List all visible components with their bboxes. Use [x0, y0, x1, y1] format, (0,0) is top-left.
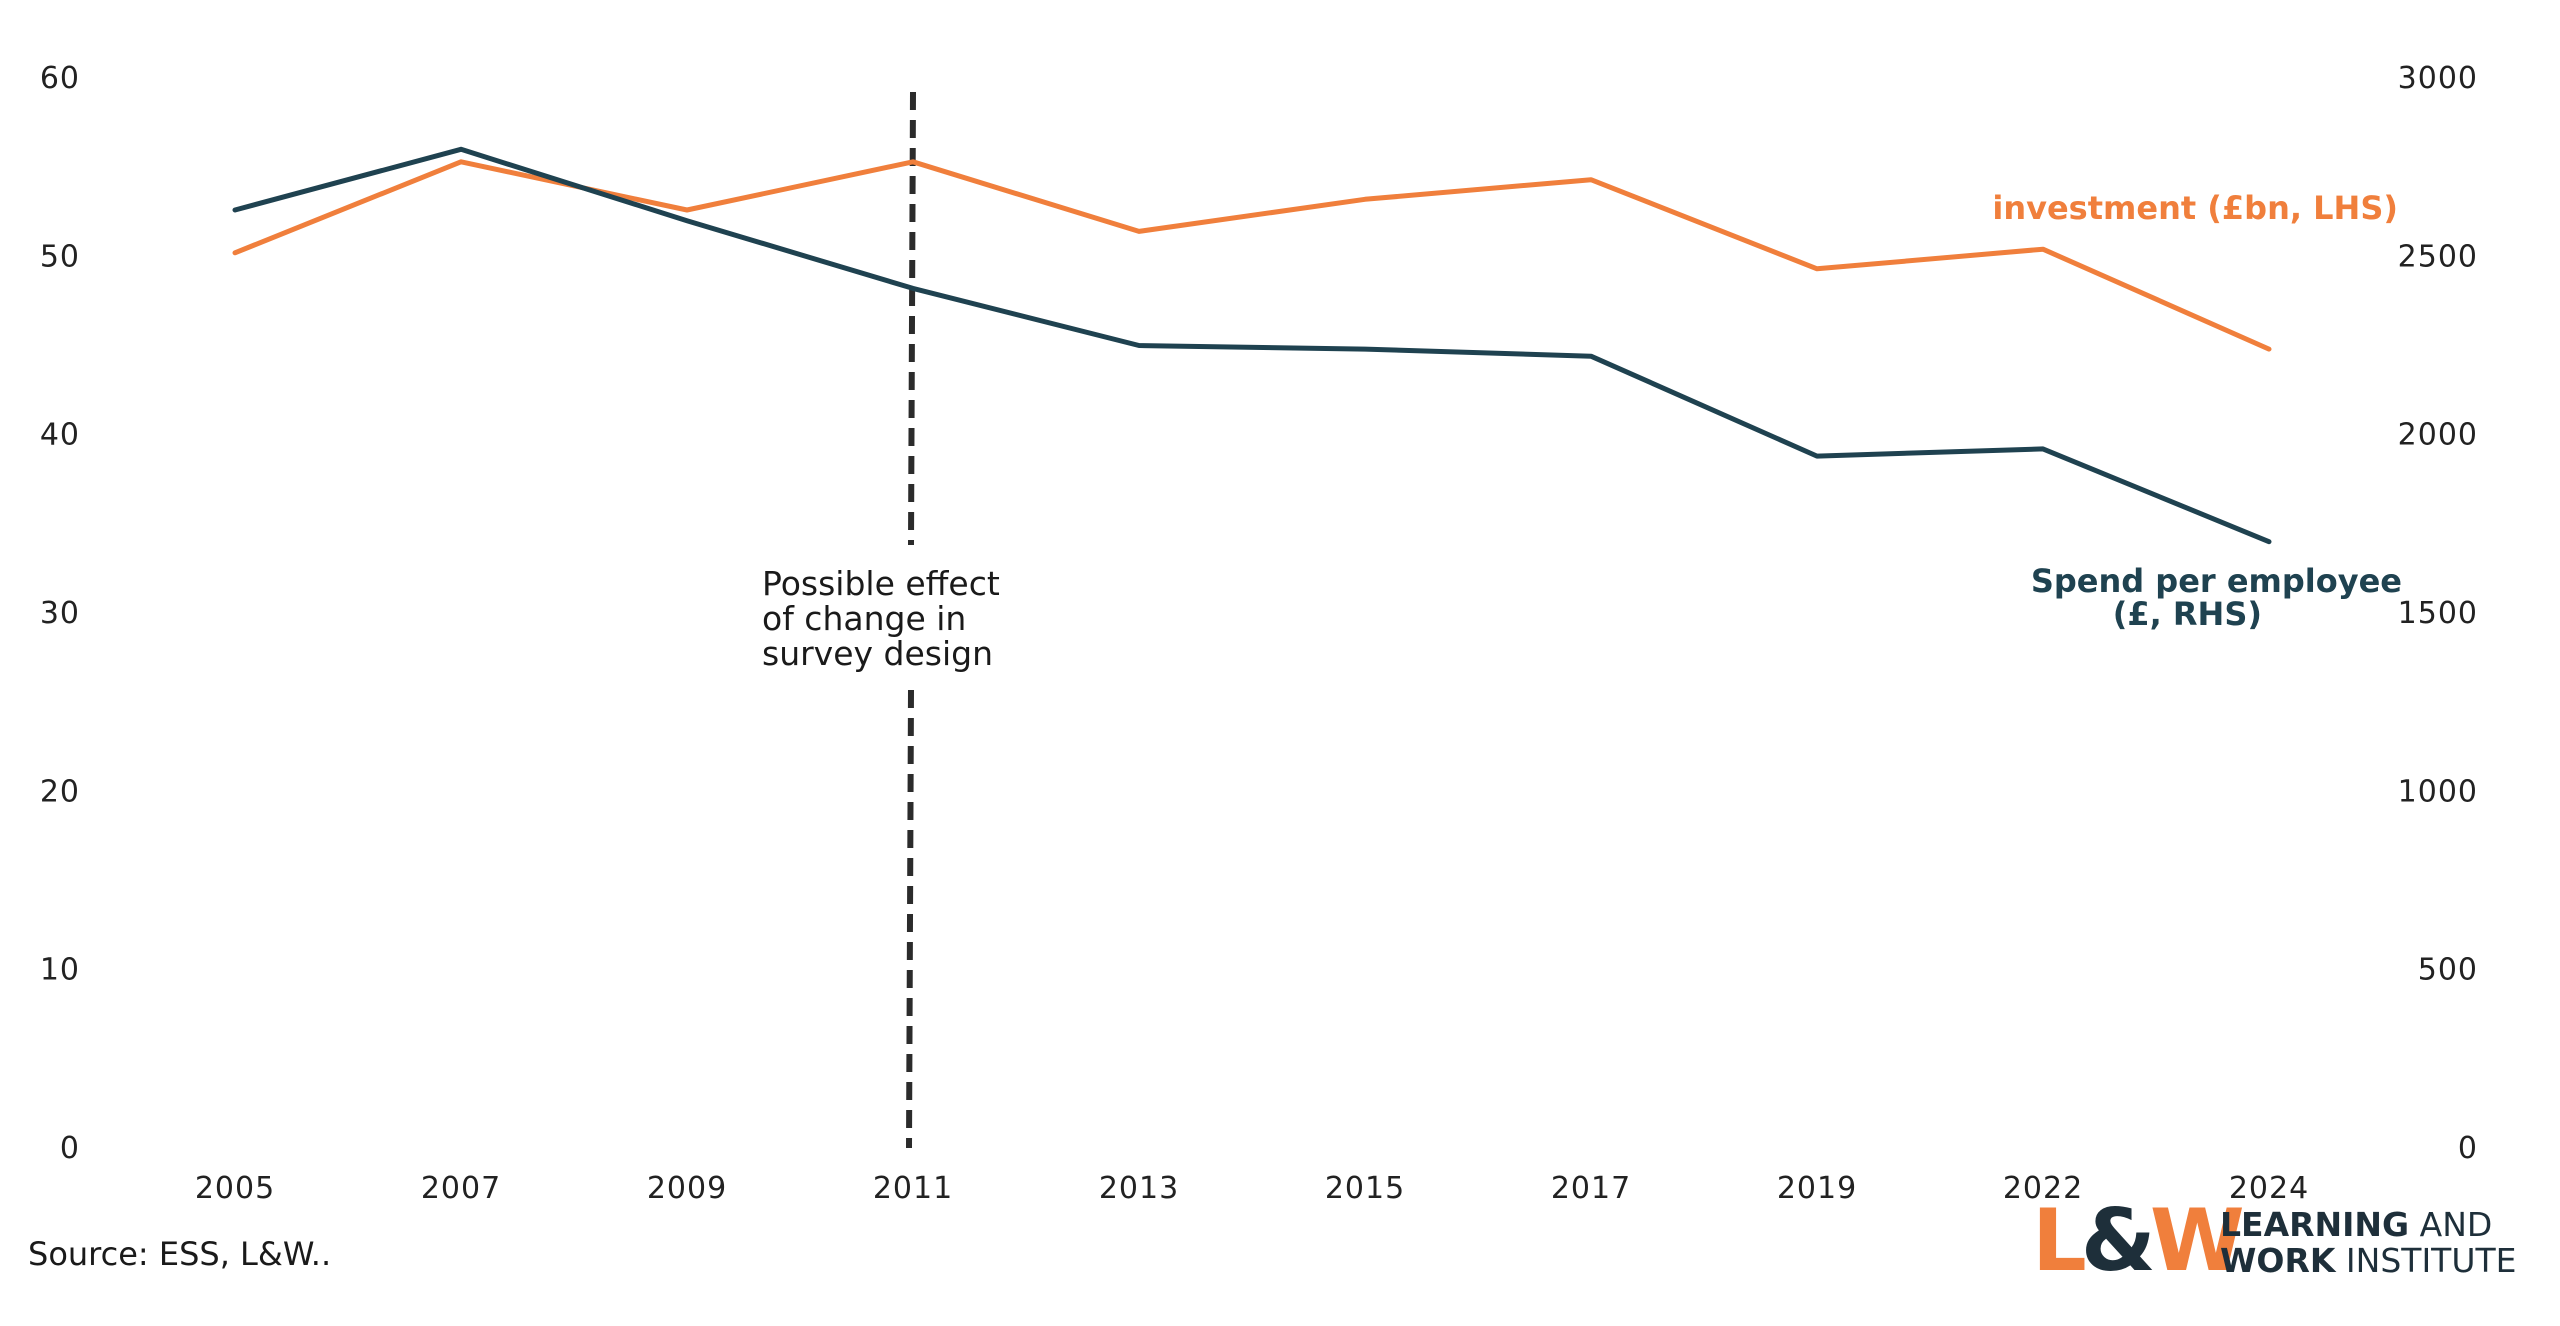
x-tick-label: 2009: [647, 1171, 727, 1206]
x-tick-label: 2013: [1099, 1171, 1179, 1206]
left-tick-label: 40: [40, 418, 80, 453]
logo-mark-ampersand: &: [2081, 1191, 2153, 1291]
series-label-spend-line-1: Spend per employee: [2031, 562, 2402, 600]
survey-change-dashed-line-upper: [908, 91, 916, 546]
logo-text-line-2: WORK INSTITUTE: [2220, 1241, 2517, 1280]
annotation-line-1: Possible effect: [762, 564, 1000, 603]
right-axis-ticks: 0 500 1000 1500 2000 2500 3000: [2398, 61, 2478, 1166]
logo-mark-l: L: [2032, 1191, 2085, 1291]
left-tick-label: 20: [40, 774, 80, 809]
left-tick-label: 50: [40, 239, 80, 274]
right-tick-label: 2000: [2398, 418, 2478, 453]
logo-text-line-1: LEARNING AND: [2220, 1205, 2492, 1244]
left-axis-ticks: 0 10 20 30 40 50 60: [40, 61, 80, 1166]
survey-change-dashed-line-lower: [906, 689, 914, 1149]
logo-mark: L&W: [2032, 1191, 2243, 1291]
series-label-investment: investment (£bn, LHS): [1992, 189, 2398, 227]
left-tick-label: 10: [40, 953, 80, 988]
left-tick-label: 60: [40, 61, 80, 96]
right-tick-label: 1500: [2398, 596, 2478, 631]
x-tick-label: 2022: [2003, 1171, 2083, 1206]
series-lines: [232, 146, 2272, 545]
x-tick-label: 2017: [1551, 1171, 1631, 1206]
right-tick-label: 500: [2418, 953, 2478, 988]
x-tick-label: 2015: [1325, 1171, 1405, 1206]
spend-per-employee-line: [232, 146, 2272, 545]
right-tick-label: 1000: [2398, 774, 2478, 809]
x-tick-label: 2024: [2229, 1171, 2309, 1206]
left-tick-label: 0: [60, 1131, 80, 1166]
x-tick-label: 2005: [195, 1171, 275, 1206]
annotation-line-3: survey design: [762, 634, 993, 673]
x-tick-label: 2007: [421, 1171, 501, 1206]
annotation-line-2: of change in: [762, 599, 966, 638]
investment-line: [232, 159, 2272, 352]
logo-mark-w: W: [2150, 1191, 2243, 1291]
x-tick-label: 2019: [1777, 1171, 1857, 1206]
right-tick-label: 0: [2458, 1131, 2478, 1166]
x-tick-label: 2011: [873, 1171, 953, 1206]
right-tick-label: 2500: [2398, 239, 2478, 274]
left-tick-label: 30: [40, 596, 80, 631]
series-label-spend-line-2: (£, RHS): [2113, 595, 2262, 633]
right-tick-label: 3000: [2398, 61, 2478, 96]
x-axis-ticks: 2005 2007 2009 2011 2013 2015 2017 2019 2022 2024: [195, 1171, 2309, 1206]
source-note: Source: ESS, L&W..: [28, 1235, 331, 1273]
learning-and-work-logo: L&W LEARNING AND WORK INSTITUTE: [2032, 1191, 2517, 1291]
